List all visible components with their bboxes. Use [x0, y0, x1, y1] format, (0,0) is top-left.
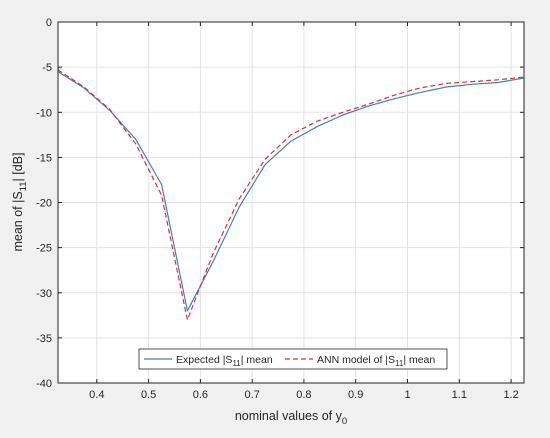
y-tick-label: -10: [36, 107, 52, 119]
x-tick-label: 1: [404, 389, 410, 401]
x-tick-label: 1.2: [503, 389, 518, 401]
x-tick-label: 1.1: [452, 389, 467, 401]
y-tick-label: -5: [42, 62, 52, 74]
series-line-expected: [57, 71, 525, 312]
x-tick-label: 0.7: [245, 389, 260, 401]
x-tick-label: 0.8: [296, 389, 311, 401]
y-tick-label: -25: [36, 243, 52, 255]
y-tick-label: -20: [36, 198, 52, 210]
series-group: [57, 69, 525, 321]
x-tick-label: 0.4: [89, 389, 104, 401]
x-tick-label: 0.5: [141, 389, 156, 401]
legend-label-expected: Expected |S11| mean: [176, 354, 273, 368]
legend: Expected |S11| mean ANN model of |S11| m…: [138, 348, 448, 370]
y-tick-label: -15: [36, 152, 52, 164]
series-line-ann-model: [57, 69, 525, 321]
y-tick-label: 0: [46, 17, 52, 29]
y-tick-label: -35: [36, 333, 52, 345]
x-tick-label: 0.9: [348, 389, 363, 401]
y-tick-label: -30: [36, 288, 52, 300]
legend-label-ann: ANN model of |S11| mean: [317, 354, 435, 368]
y-tick-label: -40: [36, 378, 52, 390]
y-axis-title: mean of |S11| [dB]: [11, 152, 29, 251]
x-tick-label: 0.6: [193, 389, 208, 401]
x-axis-title: nominal values of y0: [235, 409, 347, 427]
axis-ticks: 0.4 0.5 0.6 0.7 0.8 0.9 1 1.1 1.2 0 -5 -10 -15 -20 -25…: [36, 17, 524, 401]
